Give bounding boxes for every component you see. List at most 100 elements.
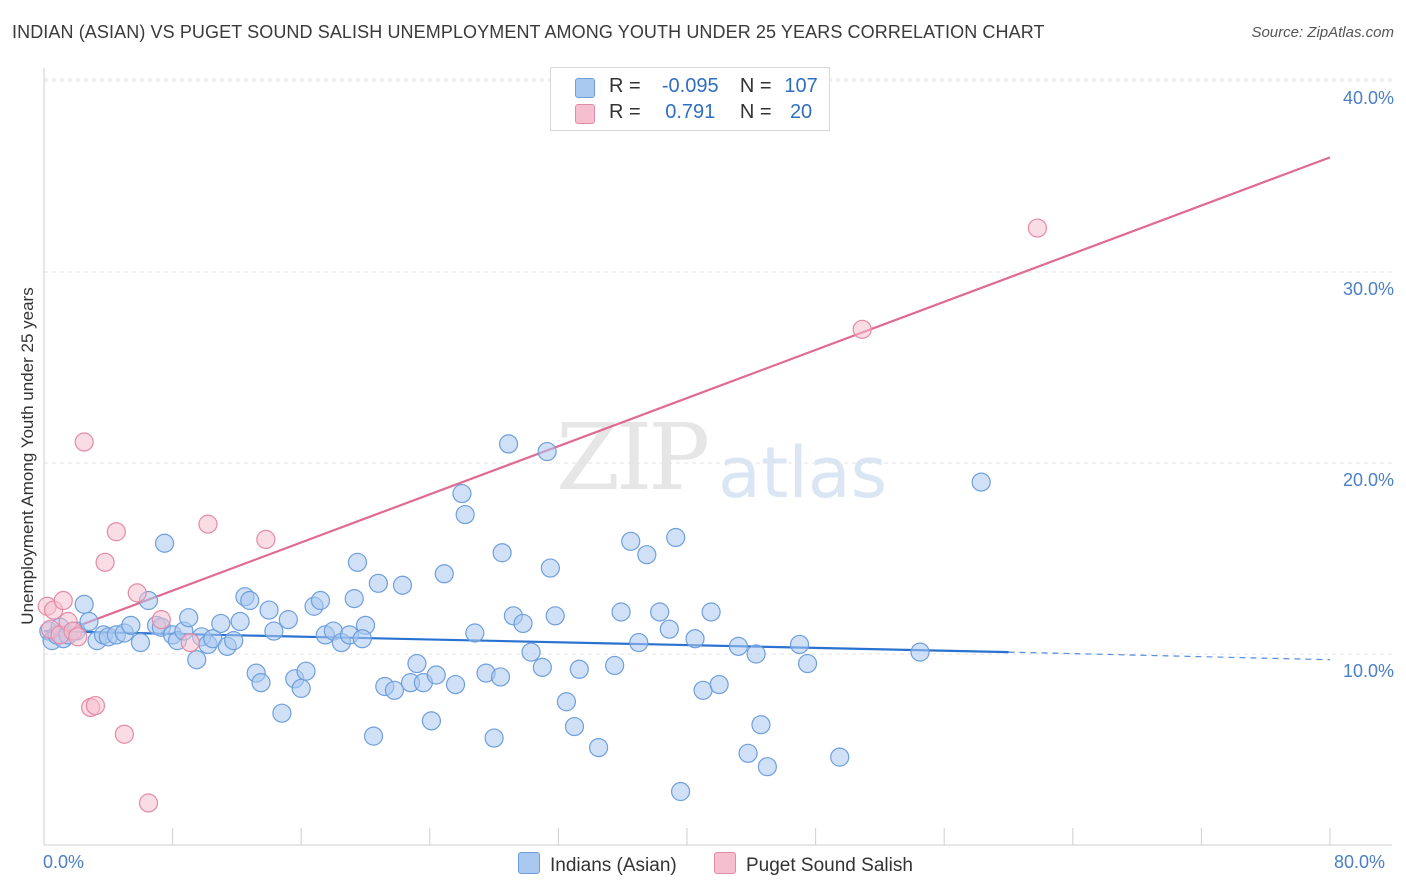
point-indians-73 — [532, 657, 552, 677]
point-indians-41 — [291, 678, 311, 698]
point-salish-17 — [180, 632, 200, 653]
y-tick-label-3: 40.0% — [1342, 88, 1394, 108]
point-indians-87 — [666, 527, 686, 548]
point-indians-8 — [79, 611, 99, 632]
point-indians-19 — [154, 533, 175, 553]
point-indians-61 — [426, 665, 446, 685]
point-indians-78 — [569, 659, 589, 679]
trend-line-salish — [43, 156, 1331, 640]
point-salish-18 — [198, 514, 218, 534]
point-indians-77 — [564, 716, 585, 737]
bottom-legend-salish: Puget Sound Salish — [714, 852, 913, 877]
point-salish-16 — [151, 610, 171, 630]
point-salish-20 — [852, 319, 872, 339]
point-salish-7 — [68, 627, 88, 647]
point-salish-4 — [53, 590, 73, 611]
legend-n-value: 107 — [784, 75, 818, 97]
point-indians-89 — [685, 629, 705, 649]
point-indians-23 — [179, 608, 199, 628]
y-tick-label-2: 30.0% — [1342, 279, 1394, 299]
point-indians-7 — [74, 594, 94, 614]
point-indians-86 — [659, 619, 679, 639]
point-indians-81 — [611, 602, 631, 622]
gridlines — [44, 78, 1392, 655]
stats-legend: R = -0.095 N = 107 R = 0.791 N = 20 — [550, 67, 830, 131]
point-indians-49 — [344, 589, 364, 609]
point-indians-60 — [421, 711, 442, 731]
point-indians-90 — [693, 680, 713, 700]
point-indians-63 — [445, 674, 466, 695]
point-indians-39 — [278, 610, 298, 630]
point-indians-52 — [363, 726, 384, 746]
bottom-legend-swatch-pink — [714, 852, 736, 874]
point-salish-14 — [127, 583, 147, 603]
point-indians-97 — [757, 757, 777, 777]
point-indians-74 — [540, 558, 560, 578]
point-indians-99 — [797, 653, 818, 674]
trend-extension-indians — [1008, 651, 1331, 661]
point-indians-30 — [224, 631, 244, 651]
point-indians-85 — [650, 602, 670, 622]
bottom-legend-label-salish: Puget Sound Salish — [746, 855, 913, 876]
legend-r-value: -0.095 — [661, 75, 719, 97]
bottom-legend-swatch-blue — [518, 852, 540, 874]
x-tick-label-1: 80.0% — [1334, 852, 1386, 872]
point-salish-12 — [106, 522, 126, 542]
point-indians-56 — [392, 575, 413, 595]
point-indians-94 — [738, 743, 758, 763]
y-tick-label-0: 10.0% — [1342, 661, 1394, 681]
point-salish-13 — [114, 724, 134, 744]
point-indians-15 — [130, 632, 151, 653]
point-salish-21 — [1027, 218, 1048, 238]
point-indians-83 — [629, 632, 649, 653]
point-indians-96 — [751, 715, 771, 735]
point-salish-8 — [74, 432, 94, 452]
point-indians-58 — [407, 653, 427, 674]
legend-n-label: N = — [739, 101, 772, 123]
point-indians-68 — [490, 667, 511, 687]
point-indians-62 — [434, 564, 454, 584]
legend-swatch-pink — [575, 104, 595, 124]
legend-r-value: 0.791 — [665, 101, 716, 123]
y-axis-label: Unemployment Among Youth under 25 years — [18, 287, 37, 625]
point-indians-98 — [789, 634, 810, 655]
point-indians-72 — [521, 642, 541, 662]
legend-n-value: 20 — [789, 101, 813, 123]
point-indians-103 — [352, 629, 372, 649]
chart-title: INDIAN (ASIAN) VS PUGET SOUND SALISH UNE… — [12, 22, 1045, 42]
point-indians-100 — [830, 747, 850, 767]
point-indians-76 — [556, 692, 577, 712]
y-tick-label-1: 20.0% — [1342, 470, 1394, 490]
legend-r-label: R = — [609, 75, 641, 97]
legend-n-label: N = — [739, 75, 772, 97]
point-salish-19 — [256, 529, 276, 550]
point-indians-33 — [240, 590, 260, 611]
point-indians-35 — [251, 673, 271, 693]
point-indians-92 — [709, 674, 729, 695]
watermark-zip: ZIP — [556, 404, 710, 511]
point-indians-105 — [537, 441, 557, 462]
point-indians-31 — [230, 611, 250, 632]
point-indians-65 — [465, 623, 485, 643]
point-indians-84 — [637, 545, 657, 565]
legend-swatch-blue — [575, 78, 595, 98]
point-indians-95 — [746, 644, 766, 664]
point-salish-11 — [95, 552, 115, 572]
axes — [43, 68, 1392, 846]
point-indians-24 — [187, 650, 207, 670]
point-indians-28 — [211, 613, 231, 634]
bottom-legend-indians: Indians (Asian) — [518, 852, 677, 877]
point-indians-79 — [588, 737, 609, 758]
source-label: Source: ZipAtlas.com — [1251, 24, 1394, 41]
point-indians-38 — [272, 703, 292, 723]
point-indians-101 — [910, 642, 930, 662]
point-indians-104 — [498, 434, 519, 454]
point-indians-102 — [971, 472, 991, 492]
watermark-atlas: atlas — [718, 432, 888, 514]
point-salish-10 — [85, 695, 106, 716]
point-indians-82 — [621, 531, 641, 551]
data-points — [37, 218, 1048, 813]
point-indians-55 — [384, 680, 405, 700]
point-indians-14 — [121, 615, 141, 635]
